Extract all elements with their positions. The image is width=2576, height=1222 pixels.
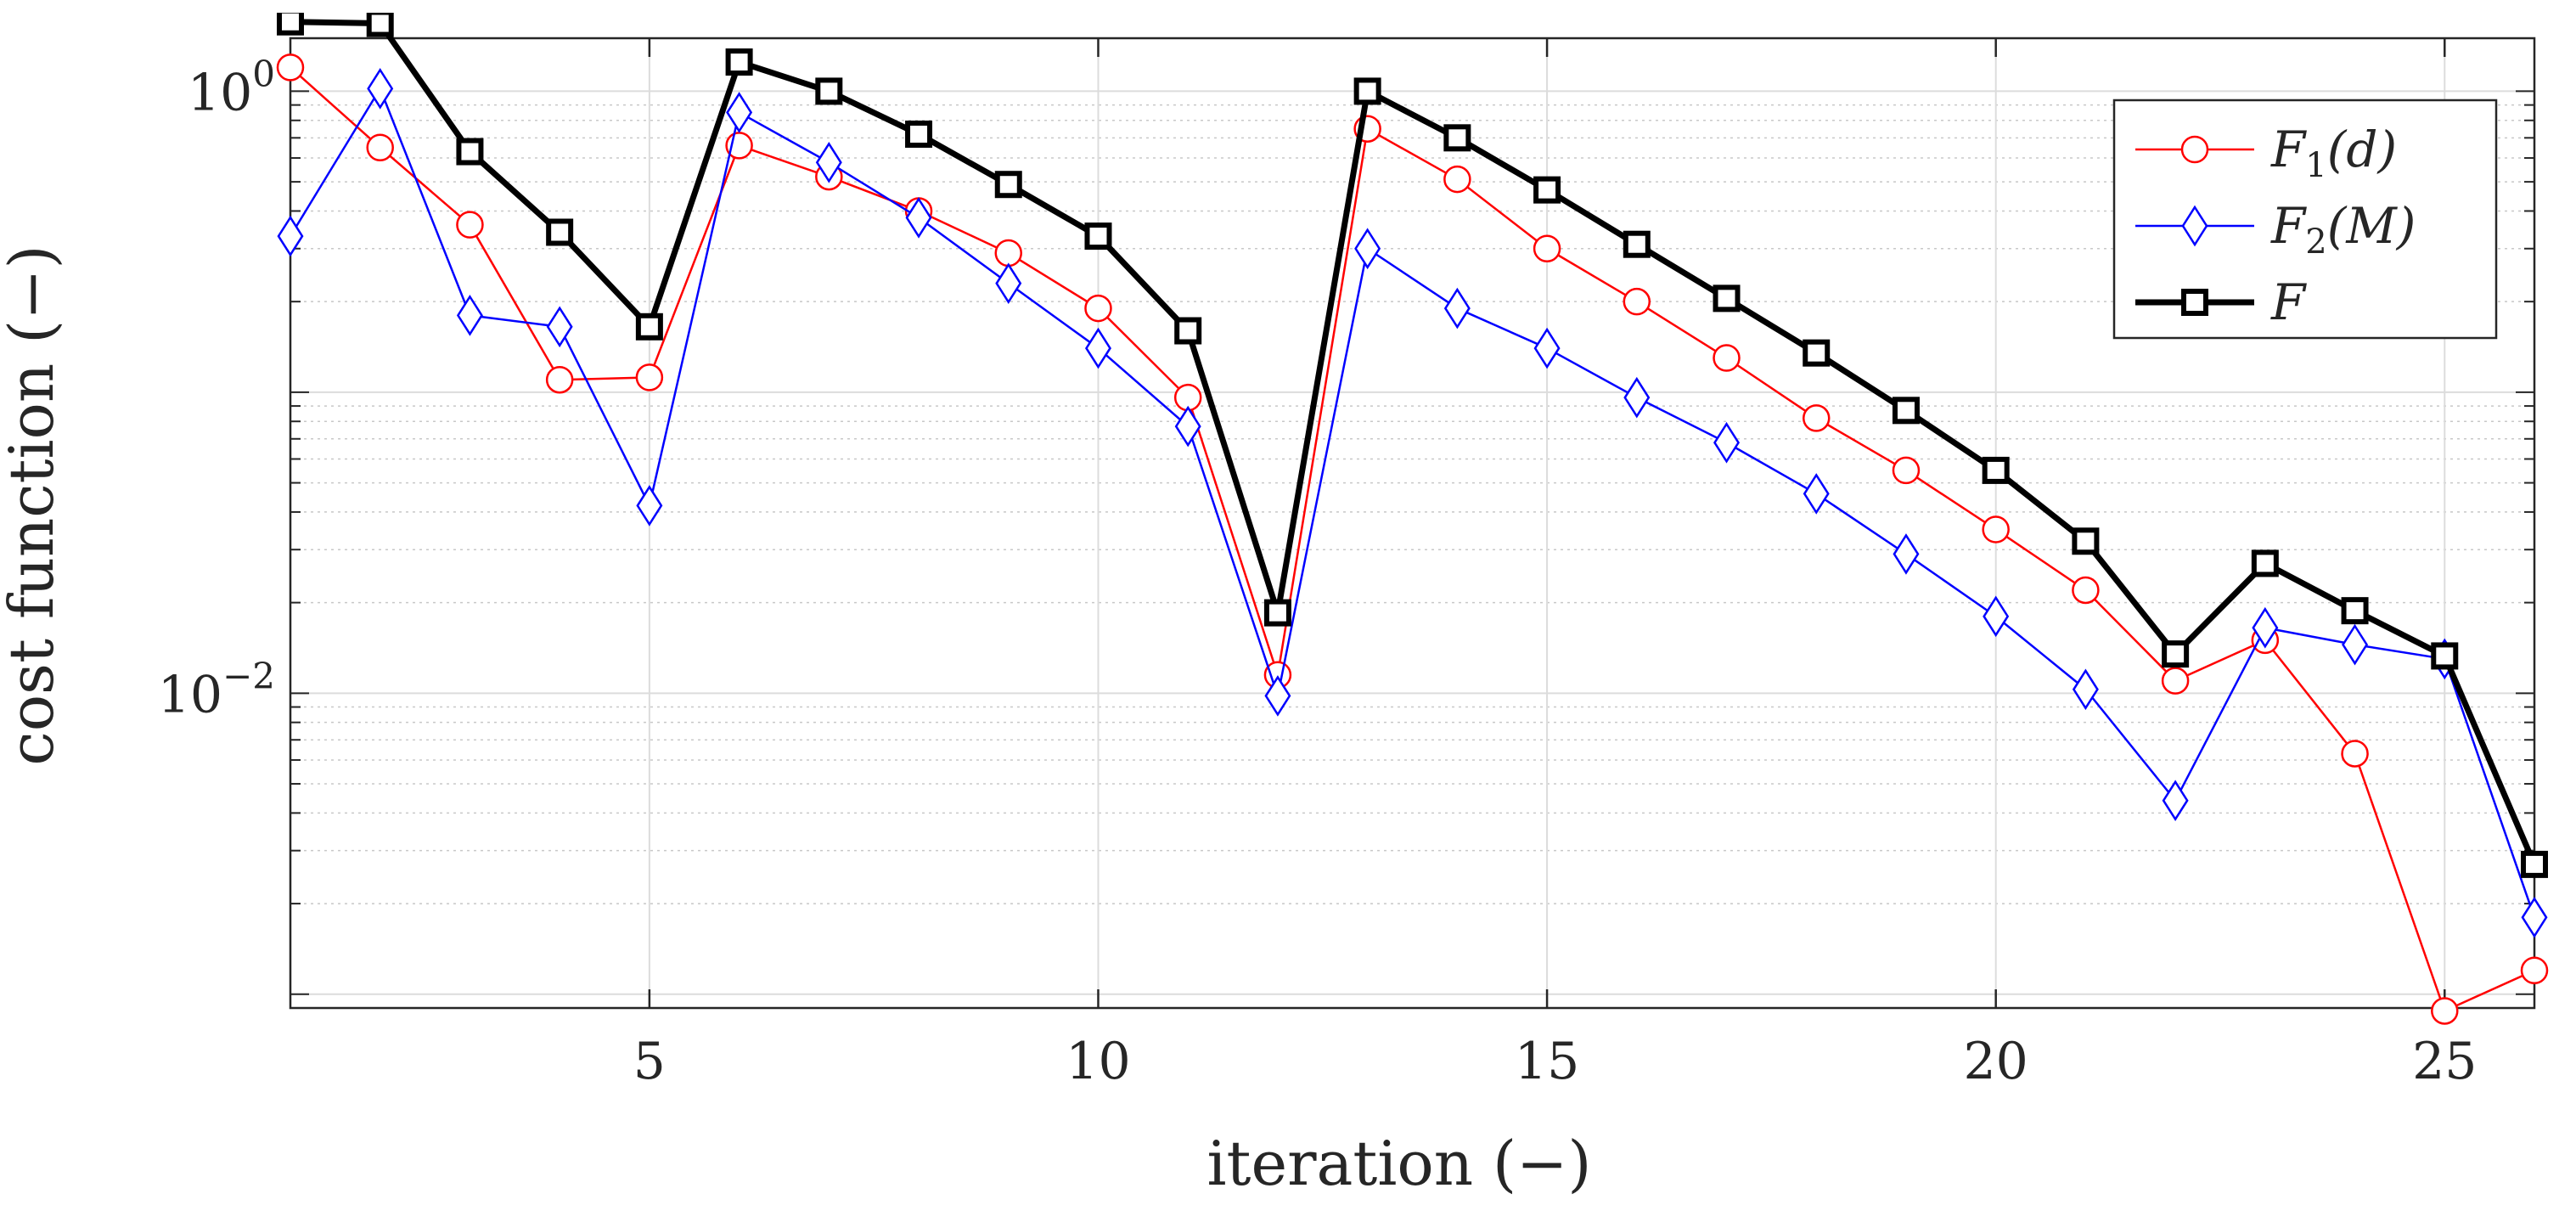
data-point: [2431, 997, 2459, 1025]
x-tick-label: 20: [1964, 1032, 2028, 1091]
legend-box: [2112, 99, 2498, 340]
series-line: [289, 87, 2536, 918]
data-point: [1533, 327, 1561, 369]
data-point: [545, 365, 574, 394]
data-point: [366, 133, 394, 161]
data-point: [2161, 667, 2190, 695]
data-point: [1443, 124, 1471, 152]
data-point: [2072, 576, 2100, 605]
data-point: [456, 211, 484, 239]
data-point: [276, 53, 305, 82]
data-point: [815, 141, 842, 183]
data-point: [1533, 176, 1561, 204]
data-point: [995, 262, 1022, 304]
data-point: [456, 138, 484, 166]
data-point: [1174, 405, 1201, 448]
data-point: [456, 295, 483, 336]
data-point: [1713, 344, 1741, 372]
legend-label: F1(d): [2270, 121, 2397, 185]
data-point: [2072, 668, 2099, 711]
series-line: [290, 19, 2538, 866]
x-tick-label: 5: [633, 1032, 666, 1091]
data-point: [1084, 222, 1112, 251]
data-point: [1623, 230, 1651, 258]
data-point: [994, 239, 1023, 267]
data-point: [2341, 740, 2369, 768]
x-axis-title: iteration (−): [1207, 1128, 1592, 1199]
data-point: [2252, 606, 2279, 649]
data-point: [2520, 956, 2549, 984]
data-point: [725, 48, 753, 76]
data-point: [1623, 287, 1651, 316]
y-axis-title: cost function (−): [0, 245, 67, 765]
y-tick-label: 100: [188, 53, 275, 122]
data-point: [2251, 549, 2279, 577]
data-point: [1893, 533, 1920, 575]
x-tick-label: 25: [2412, 1032, 2477, 1091]
axes-box: [289, 37, 2536, 1010]
legend-marker: [2181, 205, 2208, 247]
data-point: [366, 13, 394, 37]
data-point: [1174, 317, 1202, 345]
data-point: [1354, 228, 1381, 270]
data-point: [1443, 165, 1471, 194]
data-point: [2162, 780, 2189, 822]
series-f: [277, 13, 2548, 878]
data-point: [1353, 77, 1381, 105]
legend-marker: [2180, 135, 2209, 164]
data-point: [1443, 287, 1471, 329]
series-f2-m: [277, 68, 2548, 938]
data-point: [1264, 675, 1291, 717]
data-point: [2521, 896, 2548, 938]
data-point: [2162, 640, 2190, 668]
data-point: [1803, 473, 1830, 515]
legend-entry: F1(d): [2135, 121, 2397, 185]
data-point: [1084, 294, 1112, 323]
data-point: [1623, 376, 1651, 419]
data-point: [1892, 397, 1920, 425]
data-point: [1802, 404, 1831, 432]
data-point: [815, 77, 843, 105]
plot-area: 5 10 15 20 25 100 10−2 F1(d) F2(M) F: [158, 13, 2549, 1091]
legend-label: F: [2270, 273, 2307, 331]
data-point: [2431, 642, 2459, 670]
data-point: [1713, 421, 1741, 464]
data-point: [2341, 597, 2369, 625]
legend-entry: F2(M): [2135, 197, 2416, 262]
legend: F1(d) F2(M) F: [2112, 99, 2498, 340]
data-point: [367, 68, 394, 110]
data-point: [277, 13, 304, 36]
x-tick-label: 15: [1515, 1032, 1579, 1091]
data-point: [2072, 527, 2100, 555]
data-point: [1713, 284, 1741, 313]
x-tick-label: 10: [1066, 1032, 1130, 1091]
data-point: [1084, 327, 1111, 369]
data-point: [1803, 339, 1831, 367]
data-point: [635, 313, 663, 341]
data-point: [636, 485, 663, 527]
data-point: [994, 171, 1022, 199]
data-point: [546, 306, 573, 348]
data-point: [1263, 599, 1291, 627]
legend-entry: F: [2135, 273, 2307, 331]
data-point: [635, 363, 664, 391]
legend-marker: [2181, 289, 2208, 316]
data-point: [546, 218, 574, 246]
data-point: [1982, 515, 2010, 543]
data-point: [277, 215, 304, 257]
y-tick-label: 10−2: [158, 655, 275, 724]
data-point: [1533, 234, 1561, 263]
data-point: [905, 197, 932, 239]
data-point: [1983, 595, 2010, 638]
data-point: [726, 92, 753, 133]
data-point: [1982, 456, 2010, 484]
data-point: [2342, 623, 2369, 666]
data-point: [2521, 850, 2548, 878]
legend-label: F2(M): [2270, 197, 2416, 262]
data-point: [905, 120, 933, 148]
data-point: [1892, 456, 1921, 485]
series-line: [290, 66, 2535, 1012]
